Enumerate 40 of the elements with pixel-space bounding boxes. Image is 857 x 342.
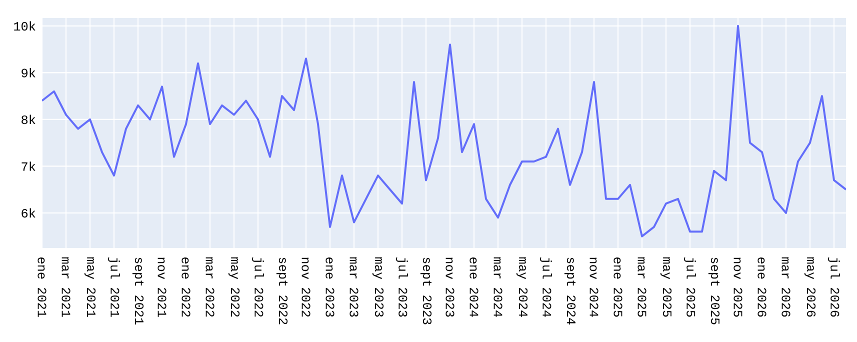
x-tick-label: ene 2022 xyxy=(182,258,190,317)
y-tick-label: 9k xyxy=(22,68,36,78)
x-tick-label: nov 2023 xyxy=(446,258,454,317)
x-tick-label: mar 2024 xyxy=(494,257,502,317)
line-series xyxy=(42,24,846,238)
x-tick-label: nov 2024 xyxy=(590,258,598,317)
x-tick-label: sept 2025 xyxy=(708,258,720,324)
y-tick-label: 8k xyxy=(22,114,36,124)
x-tick-label: may 2023 xyxy=(372,257,384,317)
x-tick-label: nov 2021 xyxy=(158,258,166,317)
x-tick-label: may 2021 xyxy=(84,257,96,317)
x-tick-label: may 2022 xyxy=(228,257,240,317)
x-tick-label: nov 2022 xyxy=(302,258,310,317)
x-tick-label: may 2025 xyxy=(660,257,672,317)
x-tick-label: sept 2024 xyxy=(564,258,576,324)
x-tick-label: ene 2023 xyxy=(326,258,334,317)
x-tick-label: jul 2024 xyxy=(540,257,552,317)
x-tick-label: jul 2026 xyxy=(828,257,840,317)
x-tick-label: mar 2025 xyxy=(638,257,646,317)
x-tick-label: mar 2022 xyxy=(206,257,214,317)
x-tick-label: ene 2026 xyxy=(758,258,766,317)
y-tick-label: 6k xyxy=(22,208,36,218)
x-tick-label: mar 2026 xyxy=(782,257,790,317)
y-tick-label: 7k xyxy=(22,162,36,171)
x-tick-label: sept 2022 xyxy=(276,258,288,324)
y-tick-label: 10k xyxy=(14,21,36,31)
x-tick-label: jul 2021 xyxy=(108,257,120,317)
x-tick-label: sept 2023 xyxy=(420,258,432,324)
x-tick-label: mar 2021 xyxy=(62,257,70,317)
x-tick-label: ene 2024 xyxy=(470,258,478,317)
x-tick-label: mar 2023 xyxy=(350,257,358,317)
x-tick-label: jul 2025 xyxy=(684,257,696,317)
x-tick-label: ene 2025 xyxy=(614,258,622,317)
x-tick-label: may 2024 xyxy=(516,257,528,317)
x-tick-label: ene 2021 xyxy=(38,258,46,317)
x-tick-label: may 2026 xyxy=(804,257,816,317)
x-tick-label: jul 2023 xyxy=(396,257,408,317)
x-tick-label: sept 2021 xyxy=(132,258,144,324)
x-tick-label: nov 2025 xyxy=(734,258,742,317)
x-tick-label: jul 2022 xyxy=(252,257,264,317)
